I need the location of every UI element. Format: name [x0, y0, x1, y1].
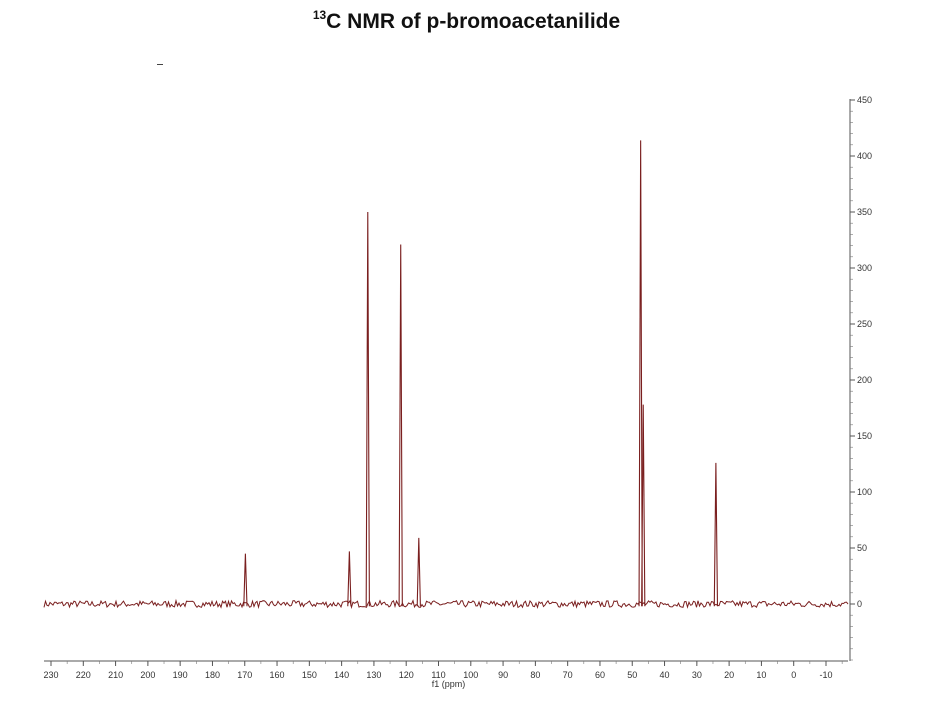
chart-title: 13C NMR of p-bromoacetanilide: [0, 8, 933, 34]
x-tick-label: 50: [627, 670, 637, 680]
x-tick-label: 190: [173, 670, 188, 680]
y-tick-label: 150: [857, 431, 872, 441]
x-tick-label: 90: [498, 670, 508, 680]
x-tick-label: 0: [791, 670, 796, 680]
spectrum-peak: [347, 551, 352, 607]
x-tick-label: 80: [530, 670, 540, 680]
x-tick-label: 60: [595, 670, 605, 680]
y-tick-label: 0: [857, 599, 862, 609]
y-tick-label: 100: [857, 487, 872, 497]
x-tick-label: 110: [431, 670, 445, 680]
spectrum-peak: [243, 553, 248, 607]
title-text: C NMR of p-bromoacetanilide: [326, 10, 621, 33]
y-tick-label: 350: [857, 207, 872, 217]
x-tick-label: 220: [76, 670, 91, 680]
spectrum-peak: [416, 537, 421, 607]
x-tick-label: 130: [366, 670, 381, 680]
x-tick-label: 160: [270, 670, 285, 680]
y-tick-label: 250: [857, 319, 872, 329]
y-tick-label: 450: [857, 95, 872, 105]
y-tick-label: 400: [857, 151, 872, 161]
x-tick-label: 140: [334, 670, 349, 680]
x-tick-label: 150: [302, 670, 317, 680]
x-tick-label: 70: [563, 670, 573, 680]
x-tick-label: 230: [43, 670, 58, 680]
spectrum-peak: [638, 140, 643, 607]
x-tick-label: 100: [463, 670, 478, 680]
baseline-noise: [43, 598, 849, 610]
x-axis-label: f1 (ppm): [432, 679, 466, 689]
x-tick-label: 40: [660, 670, 670, 680]
spectrum-peak: [641, 404, 646, 607]
x-tick-label: 20: [724, 670, 734, 680]
spectrum-peak: [365, 211, 370, 607]
title-superscript: 13: [312, 8, 327, 22]
x-tick-label: 10: [756, 670, 766, 680]
x-tick-label: 180: [205, 670, 220, 680]
y-tick-label: 50: [857, 543, 867, 553]
x-tick-label: 210: [108, 670, 123, 680]
stray-mark: [157, 64, 163, 65]
plot-area: [43, 140, 849, 610]
x-tick-label: 200: [140, 670, 155, 680]
y-tick-label: 300: [857, 263, 872, 273]
spectrum-peak: [398, 244, 403, 607]
x-tick-label: 120: [399, 670, 414, 680]
spectrum-peak: [713, 462, 719, 607]
y-axis: 450 400 350 300 250 200 150 100 50 0: [849, 95, 872, 661]
y-tick-label: 200: [857, 375, 872, 385]
x-tick-label: 30: [692, 670, 702, 680]
x-axis: 230 220 210 200 190 180 170 160 150 140 130 120 110 1…: [43, 660, 848, 680]
x-tick-label: -10: [819, 670, 832, 680]
x-tick-label: 170: [237, 670, 252, 680]
